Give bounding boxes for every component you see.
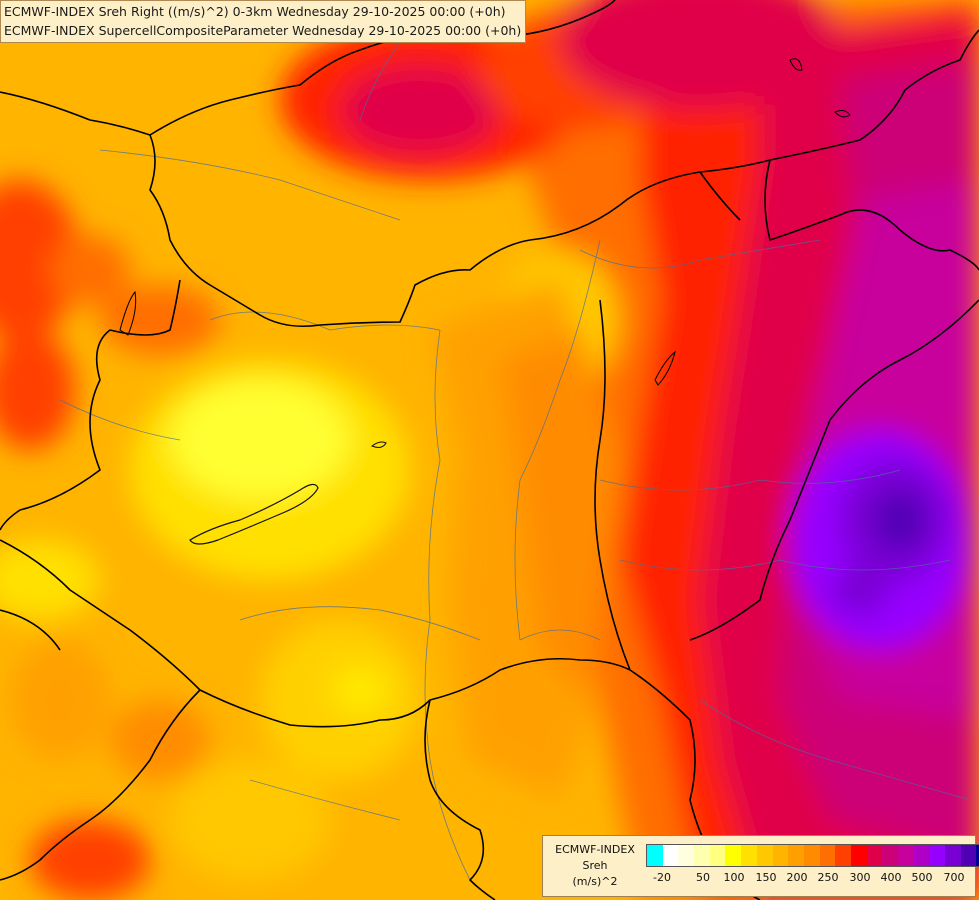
legend-swatch [866,845,883,866]
legend-tick: 250 [817,871,839,884]
map-title-box: ECMWF-INDEX Sreh Right ((m/s)^2) 0-3km W… [0,0,527,43]
legend-tick: 400 [880,871,902,884]
legend-swatch [882,845,898,866]
rivers [59,19,971,881]
lake-velence [370,441,387,448]
legend-tick: 150 [755,871,777,884]
legend-swatch [819,845,836,866]
legend-tick: 50 [696,871,710,884]
legend-swatch [913,845,930,866]
legend-swatch [803,845,820,866]
legend-swatch [662,845,679,866]
legend-swatch [725,845,742,866]
legend-variable: Sreh [582,859,608,872]
legend-tick: 500 [911,871,933,884]
map-title-secondary: ECMWF-INDEX SupercellCompositeParameter … [4,23,522,38]
legend-swatch [772,845,789,866]
legend-swatch [850,845,867,866]
legend-model: ECMWF-INDEX [555,843,635,856]
legend-swatch [929,845,946,866]
legend-swatch [709,845,726,866]
legend-swatch [835,845,851,866]
legend-swatch [976,845,979,866]
legend-swatch [694,845,710,866]
legend-swatch [756,845,773,866]
legend-unit: (m/s)^2 [572,875,618,888]
legend-swatch [945,845,961,866]
legend-tick: 700 [943,871,965,884]
map-title-primary: ECMWF-INDEX Sreh Right ((m/s)^2) 0-3km W… [4,4,506,19]
legend-tick-labels: -20 50 100 150 200 250 300 400 500 700 [646,871,968,887]
legend-swatch [788,845,804,866]
legend-swatch [960,845,977,866]
legend-label: ECMWF-INDEX Sreh (m/s)^2 [543,842,647,890]
legend-swatch [898,845,914,866]
lake-balaton [189,483,319,545]
legend-swatch [741,845,757,866]
color-legend: ECMWF-INDEX Sreh (m/s)^2 -20 50 100 150 200 2… [542,835,979,897]
legend-tick: 100 [723,871,745,884]
legend-tick: 300 [849,871,871,884]
legend-tick: 200 [786,871,808,884]
legend-swatch [678,845,695,866]
legend-color-scale [646,844,979,867]
legend-tick: -20 [653,871,671,884]
legend-swatch [647,845,663,866]
